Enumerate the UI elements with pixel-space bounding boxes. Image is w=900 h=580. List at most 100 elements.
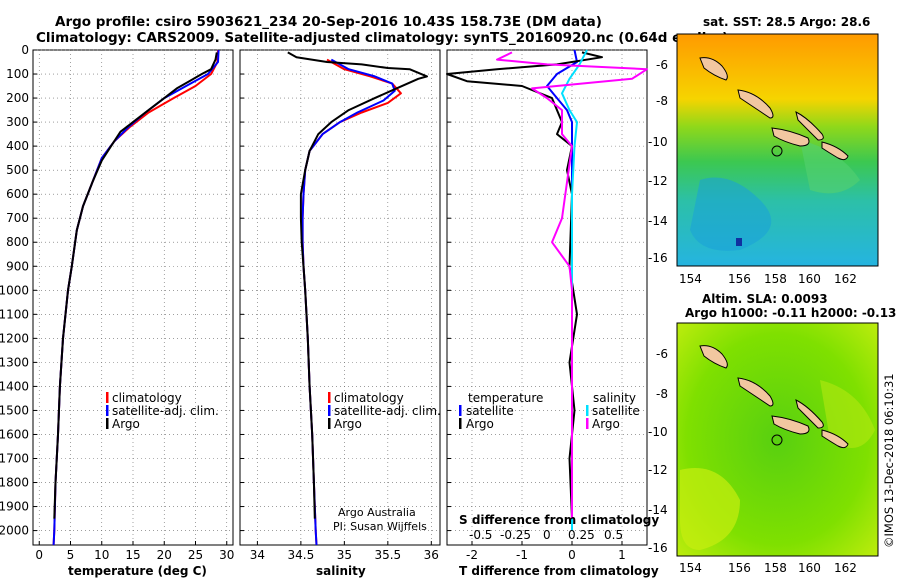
depth-tick-label: 1100 (0, 307, 29, 321)
sla-xtick: 154 (679, 561, 702, 575)
x-tick-label: 0 (568, 548, 576, 562)
sla-xtick: 158 (764, 561, 787, 575)
sla-xtick: 160 (798, 561, 821, 575)
sst-xtick: 162 (834, 272, 857, 286)
sst-xtick: 154 (679, 272, 702, 286)
island-makira (821, 141, 849, 161)
legend-mark-satellite (328, 405, 331, 416)
sst-ytick: -12 (648, 174, 668, 188)
island-malaita (795, 111, 824, 141)
legend-label-argo: Argo (112, 417, 140, 431)
s-tick: -0.5 (469, 528, 492, 542)
legend-label-argo: Argo (334, 417, 362, 431)
depth-tick-label: 800 (6, 235, 29, 249)
sst-map (676, 33, 879, 267)
s-tick: 0 (543, 528, 551, 542)
x-tick-label: 25 (188, 548, 203, 562)
s-tick: 0.5 (604, 528, 623, 542)
depth-tick-label: 1500 (0, 403, 29, 417)
island-guadalcanal (771, 127, 810, 147)
depth-tick-label: 400 (6, 139, 29, 153)
series-line (496, 51, 648, 519)
depth-tick-label: 900 (6, 259, 29, 273)
x-tick-label: 35.5 (374, 548, 401, 562)
legend-mark-sal-argo (586, 418, 589, 429)
depth-tick-label: 200 (6, 91, 29, 105)
temperature-axis-label: temperature (deg C) (68, 564, 207, 578)
sst-ytick: -8 (656, 94, 668, 108)
credit-argo-australia: Argo Australia (338, 506, 416, 519)
legend-mark-climatology (106, 392, 109, 403)
series-line (52, 49, 220, 546)
difference-panel-frame (446, 49, 648, 546)
x-tick-label: 20 (157, 548, 172, 562)
sla-patch (680, 468, 740, 550)
x-tick-label: 10 (94, 548, 109, 562)
credit-pi: PI: Susan Wijffels (333, 520, 427, 533)
island-malaita (795, 399, 824, 429)
x-tick-label: 30 (219, 548, 234, 562)
series-line (52, 49, 219, 546)
island-choiseul (699, 345, 728, 369)
depth-tick-label: 1900 (0, 500, 29, 514)
salinity-axis-label: salinity (316, 564, 366, 578)
legend-mark-argo (106, 418, 109, 429)
island-makira (821, 429, 849, 449)
depth-axis: 0 100 200 300 400 500 600 700 800 900 1000 1100 1200… (0, 43, 29, 538)
sla-xtick: 156 (728, 561, 751, 575)
depth-tick-label: 2000 (0, 524, 29, 538)
legend-mark-argo (328, 418, 331, 429)
x-tick-label: 34.5 (288, 548, 315, 562)
legend-label-temp-argo: Argo (466, 417, 494, 431)
salinity-gridlines (240, 49, 440, 545)
x-tick-label: 35 (337, 548, 352, 562)
x-axes-ticks: 0 5 10 15 20 25 30 34 34.5 35 35.5 36 -2 -1 0 1 (35, 548, 625, 562)
sst-map-title: sat. SST: 28.5 Argo: 28.6 (703, 15, 870, 29)
legend-label-climatology: climatology (334, 391, 404, 405)
sla-ytick: -10 (648, 425, 668, 439)
legend-mark-temp-satellite (459, 405, 462, 416)
figure-title-line1: Argo profile: csiro 5903621_234 20-Sep-2… (55, 14, 602, 30)
depth-tick-label: 600 (6, 187, 29, 201)
sst-xtick: 160 (798, 272, 821, 286)
legend-mark-temp-argo (459, 418, 462, 429)
depth-tick-label: 1800 (0, 476, 29, 490)
depth-tick-label: 300 (6, 115, 29, 129)
salinity-profiles (287, 51, 428, 546)
series-line (301, 58, 396, 546)
depth-tick-label: 0 (21, 43, 29, 57)
x-tick-label: 36 (424, 548, 439, 562)
temperature-legend: climatology satellite-adj. clim. Argo (106, 391, 219, 431)
depth-tick-label: 1400 (0, 379, 29, 393)
temperature-profiles (52, 49, 220, 546)
difference-profiles (446, 49, 648, 531)
series-line (53, 52, 218, 519)
legend-label-climatology: climatology (112, 391, 182, 405)
sst-map-ticks: 154 156 158 160 162 -6 -8 -10 -12 -14 -1… (648, 58, 857, 286)
x-tick-label: -2 (466, 548, 478, 562)
island-santa-isabel (737, 377, 774, 407)
sst-ytick: -14 (648, 214, 668, 228)
t-difference-axis-label: T difference from climatology (459, 564, 659, 578)
legend-heading-temperature: temperature (468, 391, 543, 405)
sla-patch (820, 380, 875, 448)
series-line (301, 58, 402, 546)
island-choiseul (699, 57, 728, 81)
series-line (446, 51, 603, 519)
difference-legend: temperature satellite Argo salinity sate… (459, 391, 640, 431)
depth-tick-label: 1600 (0, 427, 29, 441)
sla-ytick: -6 (656, 347, 668, 361)
island-guadalcanal (771, 415, 810, 435)
depth-tick-label: 500 (6, 163, 29, 177)
s-difference-axis-label: S difference from climatology (459, 513, 659, 527)
x-tick-label: 34 (250, 548, 265, 562)
island-santa-isabel (737, 89, 774, 119)
depth-tick-label: 1700 (0, 451, 29, 465)
sla-map-title-line1: Altim. SLA: 0.0093 (702, 292, 828, 306)
sla-map (676, 322, 879, 557)
legend-label-sal-satellite: satellite (592, 404, 640, 418)
depth-tick-label: 100 (6, 67, 29, 81)
legend-label-sal-argo: Argo (592, 417, 620, 431)
